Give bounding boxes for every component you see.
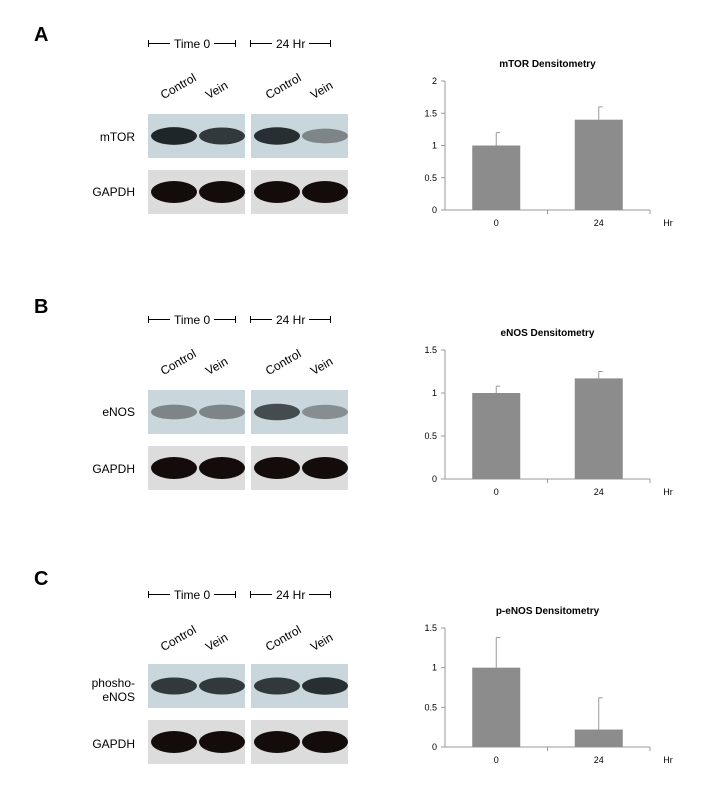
y-tick-label: 0.5 [424, 173, 437, 183]
blot-row-label: GAPDH [92, 185, 135, 199]
lane-label-control: Control [263, 622, 304, 654]
panel-b: B Time 0 24 Hr Control Vein Control Vein… [0, 272, 727, 538]
lane-label-vein: Vein [308, 354, 336, 378]
panel-letter: B [34, 296, 49, 318]
blot-band [302, 677, 348, 695]
blot-band [254, 403, 300, 421]
timepoint-24hr: 24 Hr [250, 587, 332, 602]
bar [472, 667, 521, 747]
blot-band [199, 457, 245, 479]
y-tick-label: 1.5 [424, 108, 437, 118]
y-tick-label: 0 [432, 474, 437, 484]
lane-label-vein: Vein [308, 78, 336, 102]
blot-row-label: GAPDH [92, 462, 135, 476]
blot-band [151, 731, 197, 753]
bar [574, 378, 623, 479]
bar [574, 729, 623, 747]
blot-row-label: eNOS [102, 405, 135, 419]
y-tick-label: 1 [432, 388, 437, 398]
chart-svg: mTOR Densitometry 0 0.5 1 1.5 2 0 24 Hr [424, 59, 673, 228]
blot-band [199, 127, 245, 145]
lane-label-control: Control [158, 70, 199, 102]
blot-band [199, 404, 245, 420]
x-tick-label: 0 [494, 218, 499, 228]
y-tick-label: 2 [432, 76, 437, 86]
blot-band [254, 127, 300, 145]
blot-row-label: phosho- eNOS [91, 676, 135, 704]
western-blot [148, 664, 348, 764]
blot-band [302, 404, 348, 420]
y-tick-label: 1.5 [424, 345, 437, 355]
lane-label-control: Control [263, 346, 304, 378]
timepoint-time0: Time 0 [148, 36, 237, 51]
x-tick-label: 0 [494, 487, 499, 497]
blot-band [199, 677, 245, 695]
timepoint-24hr: 24 Hr [250, 36, 332, 51]
bar-chart-enos: eNOS Densitometry 0 0.5 1 1.5 0 24 Hr [395, 324, 695, 509]
blot-band [151, 127, 197, 145]
blot-band [254, 457, 300, 479]
y-tick-label: 0.5 [424, 431, 437, 441]
x-tick-label: 24 [594, 487, 604, 497]
chart-title: mTOR Densitometry [499, 59, 596, 70]
lane-label-control: Control [263, 70, 304, 102]
blot-band [302, 457, 348, 479]
x-tick-label: 0 [494, 755, 499, 765]
blot-band [302, 181, 348, 203]
x-axis-label: Hr [663, 218, 673, 228]
blot-band [302, 128, 348, 144]
bar-chart-p-enos: p-eNOS Densitometry 0 0.5 1 1.5 0 24 Hr [395, 602, 695, 777]
y-tick-label: 0.5 [424, 702, 437, 712]
blot-band [199, 181, 245, 203]
bar [472, 393, 521, 479]
blot-band [254, 731, 300, 753]
timepoint-24hr: 24 Hr [250, 312, 332, 327]
blot-band [151, 404, 197, 420]
y-tick-label: 1 [432, 141, 437, 151]
y-tick-label: 0 [432, 742, 437, 752]
blot-band [151, 457, 197, 479]
bar [472, 145, 521, 210]
y-tick-label: 1 [432, 663, 437, 673]
panel-letter: C [34, 568, 49, 590]
x-tick-label: 24 [594, 218, 604, 228]
blot-band [199, 731, 245, 753]
x-tick-label: 24 [594, 755, 604, 765]
blot-band [254, 677, 300, 695]
lane-label-vein: Vein [203, 354, 231, 378]
blot-band [302, 731, 348, 753]
blot-band [254, 181, 300, 203]
timepoint-time0: Time 0 [148, 312, 237, 327]
western-blot [148, 114, 348, 214]
chart-svg: p-eNOS Densitometry 0 0.5 1 1.5 0 24 Hr [424, 606, 673, 765]
chart-title: eNOS Densitometry [501, 328, 595, 339]
x-axis-label: Hr [663, 755, 673, 765]
chart-svg: eNOS Densitometry 0 0.5 1 1.5 0 24 Hr [424, 328, 673, 497]
bar [574, 119, 623, 210]
panel-a: A Time 0 24 Hr Control Vein Control Vein… [0, 0, 727, 266]
timepoint-time0: Time 0 [148, 587, 237, 602]
blot-row-label: mTOR [99, 130, 135, 144]
y-tick-label: 1.5 [424, 623, 437, 633]
x-axis-label: Hr [663, 487, 673, 497]
panel-letter: A [34, 24, 49, 46]
panel-c: C Time 0 24 Hr Control Vein Control Vein… [0, 544, 727, 810]
lane-label-control: Control [158, 622, 199, 654]
lane-label-vein: Vein [203, 630, 231, 654]
lane-label-vein: Vein [203, 78, 231, 102]
blot-row-label: GAPDH [92, 737, 135, 751]
lane-label-control: Control [158, 346, 199, 378]
y-tick-label: 0 [432, 205, 437, 215]
bar-chart-mtor: mTOR Densitometry 0 0.5 1 1.5 2 0 24 Hr [395, 55, 695, 240]
lane-label-vein: Vein [308, 630, 336, 654]
chart-title: p-eNOS Densitometry [496, 606, 600, 617]
blot-band [151, 181, 197, 203]
western-blot [148, 390, 348, 490]
blot-band [151, 677, 197, 695]
